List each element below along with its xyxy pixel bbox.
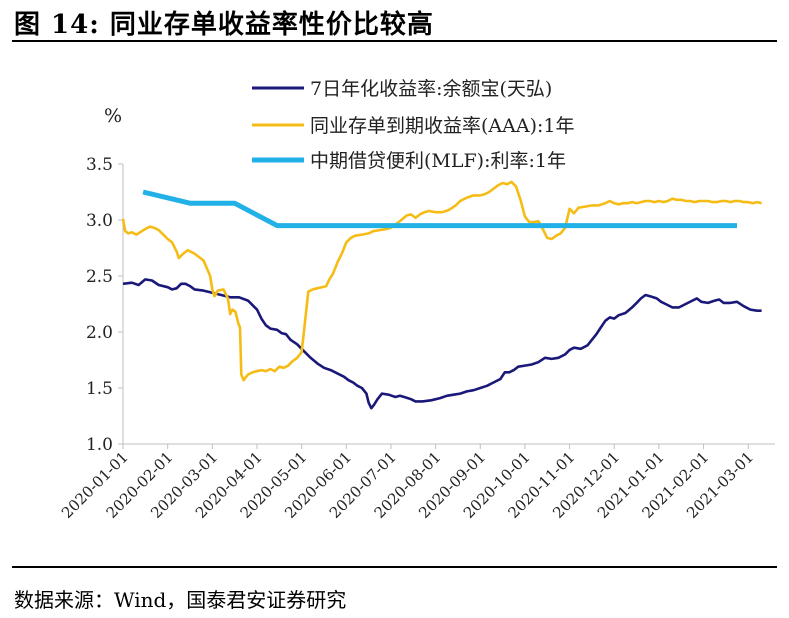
series-line-ncd [121,180,762,382]
series-line-mlf [142,189,737,229]
y-tick-label: 1.0 [86,435,113,455]
chart-series [121,180,762,410]
legend-label-mlf: 中期借贷便利(MLF):利率:1年 [310,150,566,172]
y-tick-label: 1.5 [86,379,113,399]
bottom-rule [12,566,777,568]
y-tick-label: 2.5 [86,267,113,287]
figure-source: 数据来源：Wind，国泰君安证券研究 [14,588,347,612]
chart-legend: 7日年化收益率:余额宝(天弘) 同业存单到期收益率(AAA):1年中期借贷便利(M… [252,78,574,172]
legend-label-yuebao: 7日年化收益率:余额宝(天弘) [310,78,552,100]
legend-label-ncd: 同业存单到期收益率(AAA):1年 [310,115,574,137]
chart: 7日年化收益率:余额宝(天弘) 同业存单到期收益率(AAA):1年中期借贷便利(M… [58,78,775,522]
y-tick-label: 3.0 [86,211,113,231]
figure-title: 图 14: 同业存单收益率性价比较高 [14,10,434,40]
top-rule [12,40,777,42]
y-tick-label: 2.0 [86,323,113,343]
y-tick-label: 3.5 [86,155,113,175]
y-axis-unit-label: % [104,105,122,127]
series-line-yuebao [122,278,762,410]
